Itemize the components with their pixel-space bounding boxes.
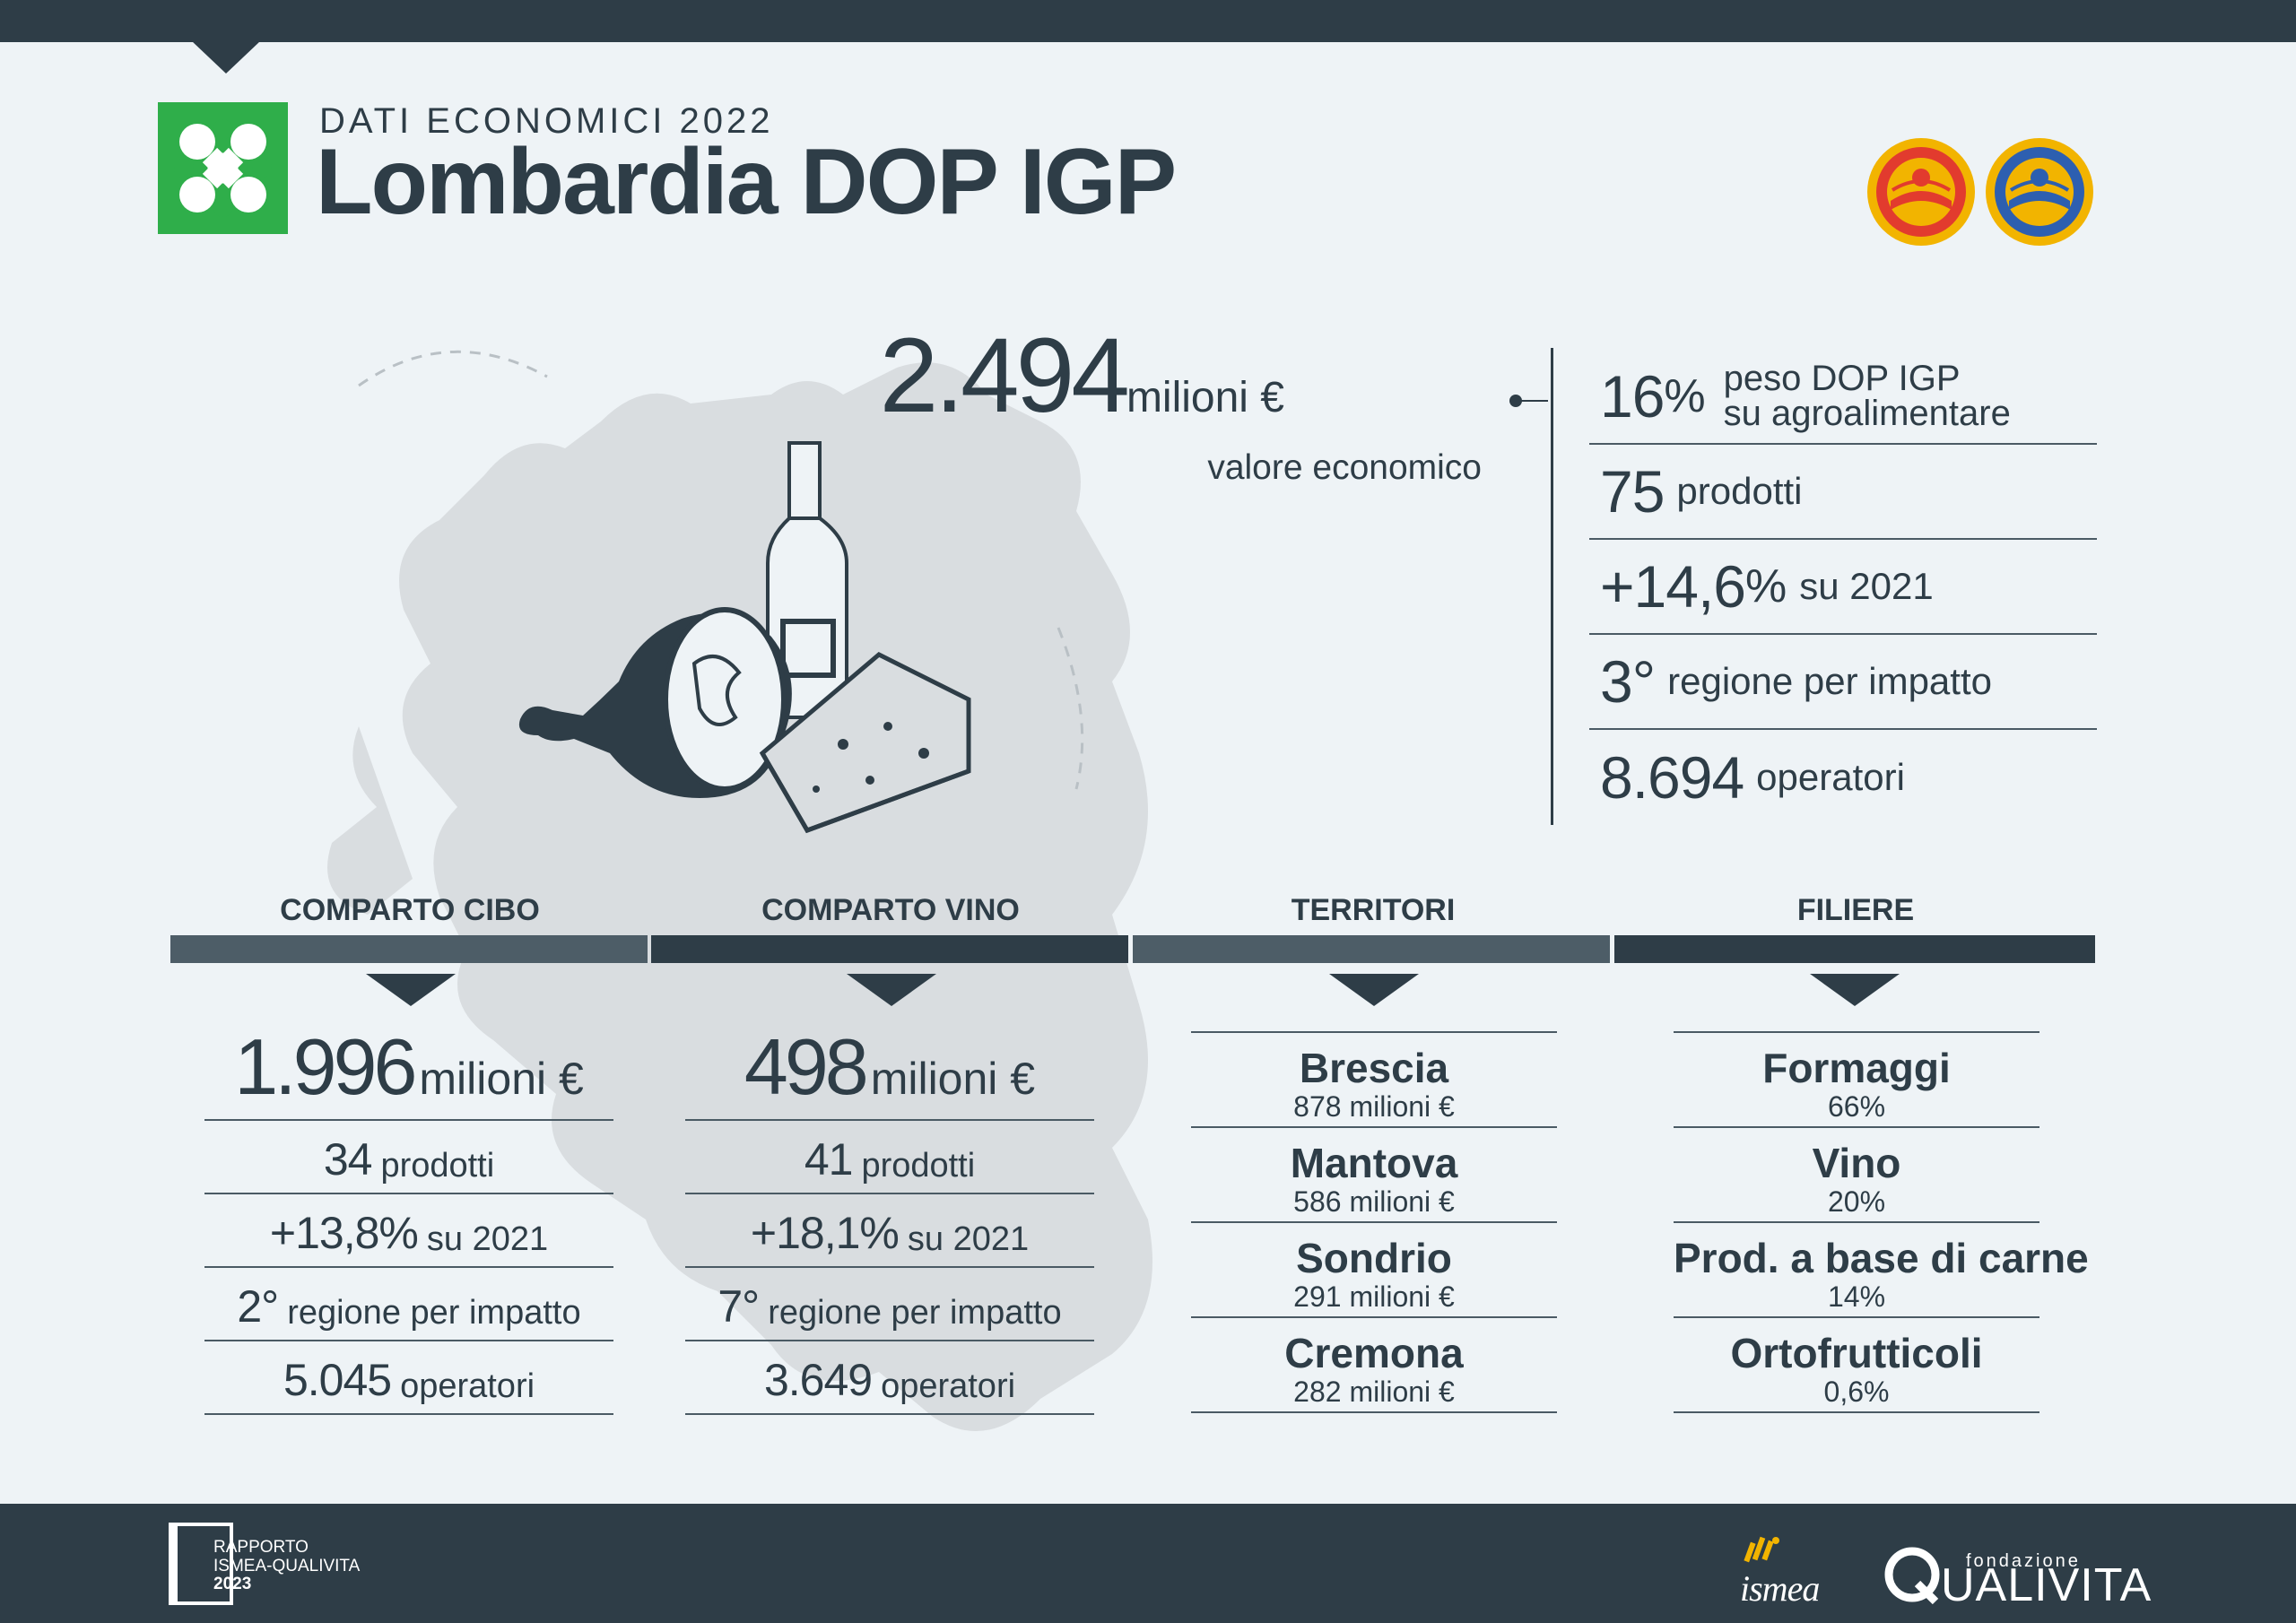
section-title-territori: TERRITORI: [1291, 893, 1456, 927]
igp-seal-icon: [1984, 136, 2095, 247]
key-stats: 16% peso DOP IGP su agroalimentare 75 prod…: [1589, 350, 2097, 825]
qualivita-logo-icon: [1882, 1544, 1944, 1607]
comparto-cibo: 1.996 milioni € 34 prodotti +13,8% su 2021 …: [204, 1013, 613, 1415]
section-bar-filiere: [1614, 935, 2095, 963]
section-arrow-filiere: [1810, 974, 1900, 1006]
cheese-icon: [759, 652, 971, 834]
hero-connector: [1512, 400, 1548, 402]
qualivita-fondazione: fondazione: [1966, 1551, 2081, 1571]
stat-crescita: +14,6% su 2021: [1589, 540, 2097, 635]
list-item: Prod. a base di carne 14%: [1674, 1223, 2089, 1318]
lombardia-region-logo: [158, 102, 288, 234]
section-title-filiere: FILIERE: [1796, 893, 1915, 927]
list-item: Mantova 586 milioni €: [1191, 1128, 1557, 1223]
hero-value: 2.494milioni €: [879, 317, 1284, 435]
section-bar-cibo: [170, 935, 648, 963]
list-item: Vino 20%: [1674, 1128, 2039, 1223]
section-bar-vino: [651, 935, 1128, 963]
comparto-vino: 498 milioni € 41 prodotti +18,1% su 2021 7°…: [685, 1013, 1094, 1415]
hero-divider: [1551, 348, 1553, 825]
list-item: 41 prodotti: [685, 1121, 1094, 1194]
top-bar: [0, 0, 2296, 42]
section-title-vino: COMPARTO VINO: [761, 893, 1020, 927]
list-item: Cremona 282 milioni €: [1191, 1318, 1557, 1413]
list-item: Ortofrutticoli 0,6%: [1674, 1318, 2039, 1413]
top-notch: [192, 41, 260, 74]
list-item: +18,1% su 2021: [685, 1194, 1094, 1268]
vino-value: 498 milioni €: [685, 1013, 1094, 1121]
rapporto-label: RAPPORTO ISMEA-QUALIVITA 2023: [213, 1538, 361, 1594]
section-title-cibo: COMPARTO CIBO: [280, 893, 540, 927]
list-item: 2° regione per impatto: [204, 1268, 613, 1341]
list-item: Brescia 878 milioni €: [1191, 1033, 1557, 1128]
list-item: 7° regione per impatto: [685, 1268, 1094, 1341]
hero-label: valore economico: [1207, 448, 1482, 487]
list-item: Formaggi 66%: [1674, 1033, 2039, 1128]
ismea-wordmark: ismea: [1740, 1568, 1820, 1609]
list-item: Sondrio 291 milioni €: [1191, 1223, 1557, 1318]
section-arrow-cibo: [366, 974, 456, 1006]
hero-unit: milioni €: [1126, 374, 1284, 421]
list-item: 34 prodotti: [204, 1121, 613, 1194]
section-bar-territori: [1133, 935, 1610, 963]
stat-regione: 3° regione per impatto: [1589, 635, 2097, 730]
list-item: 3.649 operatori: [685, 1341, 1094, 1415]
food-illustration: [502, 430, 987, 843]
territori-list: Brescia 878 milioni € Mantova 586 milioni …: [1191, 1031, 1557, 1413]
stat-peso: 16% peso DOP IGP su agroalimentare: [1589, 350, 2097, 445]
footer-bar: [0, 1504, 2296, 1623]
dop-seal-icon: [1866, 136, 1977, 247]
list-item: +13,8% su 2021: [204, 1194, 613, 1268]
filiere-list: Formaggi 66% Vino 20% Prod. a base di carn…: [1674, 1031, 2089, 1413]
list-item: 5.045 operatori: [204, 1341, 613, 1415]
ismea-logo-icon: [1738, 1533, 1860, 1601]
ham-icon: [518, 607, 792, 798]
section-arrow-vino: [847, 974, 936, 1006]
page-subtitle: DATI ECONOMICI 2022: [319, 101, 774, 141]
stat-prodotti: 75 prodotti: [1589, 445, 2097, 540]
region-map: [305, 341, 1202, 1488]
page-title: Lombardia DOP IGP: [316, 130, 1177, 234]
section-arrow-territori: [1329, 974, 1419, 1006]
hero-dot: [1509, 395, 1522, 407]
stat-operatori: 8.694 operatori: [1600, 744, 1905, 811]
cibo-value: 1.996 milioni €: [204, 1013, 613, 1121]
rapporto-logo-icon: [169, 1523, 233, 1605]
qualivita-wordmark: UALIVITA: [1941, 1559, 2152, 1611]
